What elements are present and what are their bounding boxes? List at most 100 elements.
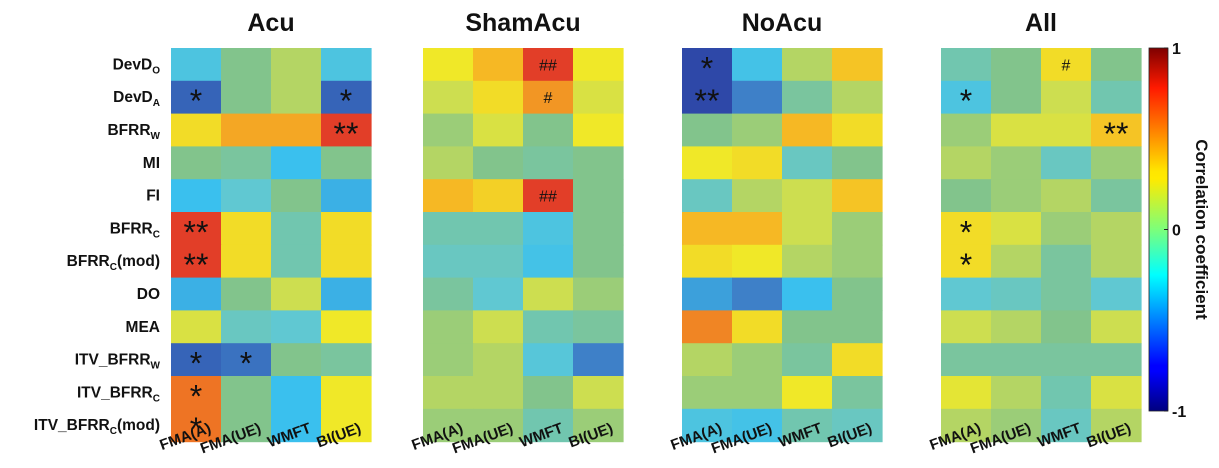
significance-mark: * — [190, 411, 202, 447]
heatmap-cell — [682, 212, 733, 246]
heatmap-cell — [523, 277, 574, 311]
heatmap-cell — [473, 376, 524, 410]
significance-mark: # — [544, 90, 553, 107]
heatmap-cell — [991, 212, 1042, 246]
heatmap-cell — [573, 376, 624, 410]
heatmap-cell — [832, 343, 883, 377]
heatmap-cell — [682, 408, 733, 443]
heatmap-cell — [991, 146, 1042, 180]
row-label: ITV_BFRRW — [75, 352, 161, 372]
heatmap-cell — [991, 310, 1042, 344]
heatmap-cell — [1041, 277, 1092, 311]
significance-mark: ** — [334, 116, 359, 152]
heatmap-cell — [782, 146, 833, 180]
heatmap-cell — [321, 146, 372, 180]
heatmap-cell — [423, 376, 474, 410]
heatmap-cell — [573, 408, 624, 443]
heatmap-cell — [782, 48, 833, 82]
heatmap-cell — [832, 408, 883, 443]
heatmap-cell — [732, 212, 783, 246]
heatmap-cell — [271, 277, 322, 311]
heatmap-panels: Acu* ******** ***FMA(A)FMA(UE) WMFT BI(UE)Sh… — [157, 9, 1142, 457]
heatmap-cell — [832, 48, 883, 82]
row-label: ITV_BFRRC(mod) — [34, 417, 160, 437]
significance-mark: * — [240, 346, 252, 382]
heatmap-cell — [1091, 48, 1142, 82]
heatmap-cell — [1041, 376, 1092, 410]
heatmap-cell — [573, 179, 624, 213]
heatmap-cell — [221, 113, 272, 147]
heatmap-cell — [732, 343, 783, 377]
panel-title: NoAcu — [742, 9, 823, 37]
heatmap-cell — [473, 113, 524, 147]
heatmap-cell — [832, 376, 883, 410]
significance-mark: ** — [184, 214, 209, 250]
row-label: FI — [146, 188, 160, 205]
heatmap-cell — [991, 343, 1042, 377]
heatmap-cell — [1041, 212, 1092, 246]
heatmap-cell — [171, 408, 222, 443]
heatmap-panel: Acu* ******** ***FMA(A)FMA(UE) WMFT BI(UE) — [157, 9, 372, 457]
heatmap-cell — [573, 277, 624, 311]
heatmap-cell — [271, 179, 322, 213]
heatmap-cell — [832, 277, 883, 311]
heatmap-cell — [221, 212, 272, 246]
heatmap-cell — [171, 277, 222, 311]
heatmap-cell — [782, 277, 833, 311]
heatmap-cell — [1041, 146, 1092, 180]
row-label: BFRRW — [107, 122, 160, 142]
heatmap-cell — [523, 146, 574, 180]
heatmap-cell — [991, 408, 1042, 443]
heatmap-cell — [321, 343, 372, 377]
heatmap-cell — [941, 310, 992, 344]
heatmap-cell — [1041, 80, 1092, 115]
heatmap-cell — [782, 212, 833, 246]
heatmap-cell — [221, 408, 272, 443]
heatmap-cell — [991, 80, 1042, 115]
heatmap-cell — [782, 113, 833, 147]
heatmap-cell — [941, 376, 992, 410]
heatmap-cell — [321, 80, 372, 115]
heatmap-cell — [221, 80, 272, 115]
heatmap-cell — [523, 48, 574, 82]
heatmap-cell — [682, 179, 733, 213]
significance-mark: * — [701, 50, 713, 86]
heatmap-cell — [782, 179, 833, 213]
heatmap-cell — [221, 310, 272, 344]
heatmap-cell — [271, 48, 322, 82]
heatmap-cell — [941, 80, 992, 115]
heatmap-cell — [941, 212, 992, 246]
heatmap-cell — [423, 80, 474, 115]
heatmap-cell — [423, 310, 474, 344]
heatmap-cell — [732, 244, 783, 279]
heatmap-cell — [782, 310, 833, 344]
heatmap-cell — [1091, 113, 1142, 147]
heatmap-cell — [1041, 113, 1092, 147]
heatmap-cell — [423, 244, 474, 279]
significance-mark: * — [960, 247, 972, 283]
heatmap-cell — [221, 277, 272, 311]
heatmap-cell — [523, 408, 574, 443]
heatmap-cell — [221, 376, 272, 410]
significance-mark: * — [190, 83, 202, 119]
heatmap-panel: All#*****FMA(A)FMA(UE) WMFT BI(UE) — [927, 9, 1142, 457]
heatmap-cell — [171, 343, 222, 377]
heatmap-cell — [523, 376, 574, 410]
heatmap-cell — [832, 212, 883, 246]
heatmap-cell — [1041, 244, 1092, 279]
heatmap-cell — [523, 80, 574, 115]
heatmap-panel: NoAcu***FMA(A)FMA(UE) WMFT BI(UE) — [668, 9, 883, 457]
row-labels: DevDO DevDA BFRRW MI FI BFRRC BFRRC(mod) DO MEA I… — [34, 56, 161, 437]
heatmap-cell — [832, 80, 883, 115]
heatmap-cell — [682, 80, 733, 115]
heatmap-cell — [1041, 179, 1092, 213]
row-label: DO — [137, 286, 160, 303]
heatmap-cell — [321, 244, 372, 279]
heatmap-cell — [991, 113, 1042, 147]
heatmap-cell — [941, 48, 992, 82]
heatmap-cell — [321, 179, 372, 213]
heatmap-cell — [991, 179, 1042, 213]
heatmap-cell — [271, 376, 322, 410]
heatmap-cell — [782, 80, 833, 115]
row-label: MI — [143, 155, 160, 172]
